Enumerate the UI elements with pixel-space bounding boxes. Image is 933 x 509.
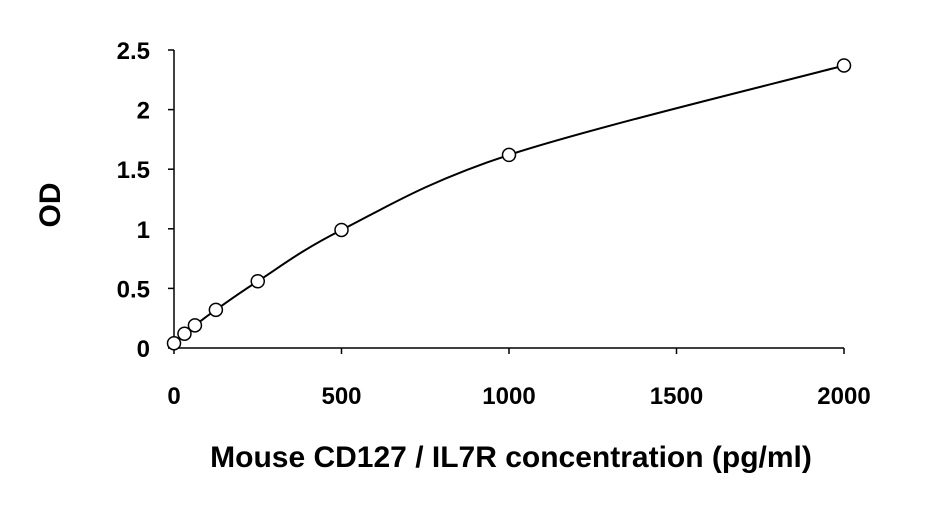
- y-tick-label: 2: [137, 98, 150, 125]
- y-tick-label: 0: [137, 336, 150, 363]
- data-point: [177, 326, 192, 341]
- x-tick-label: 500: [321, 383, 361, 410]
- data-point: [166, 335, 182, 351]
- data-markers: [166, 58, 852, 351]
- y-tick-label: 1.5: [117, 157, 150, 184]
- data-point: [334, 222, 349, 238]
- data-point: [187, 318, 203, 333]
- x-tick-label: 1500: [650, 383, 703, 410]
- y-axis-ticks: 0 0.5 1 1.5 2 2.5: [117, 38, 174, 363]
- x-axis-ticks: 0 500 1000 1500 2000: [167, 348, 871, 410]
- data-point: [208, 302, 224, 318]
- fit-curve: [173, 64, 845, 344]
- y-tick-label: 0.5: [117, 276, 150, 303]
- axes: [173, 50, 844, 349]
- x-tick-label: 1000: [482, 383, 535, 410]
- x-tick-label: 2000: [817, 383, 870, 410]
- y-tick-label: 1: [137, 217, 150, 244]
- y-axis-title: OD: [34, 183, 67, 228]
- data-point: [250, 273, 265, 289]
- data-point: [501, 147, 517, 163]
- x-tick-label: 0: [167, 383, 180, 410]
- x-axis-title: Mouse CD127 / IL7R concentration (pg/ml): [210, 441, 812, 474]
- y-tick-label: 2.5: [117, 38, 150, 65]
- data-point: [836, 58, 852, 73]
